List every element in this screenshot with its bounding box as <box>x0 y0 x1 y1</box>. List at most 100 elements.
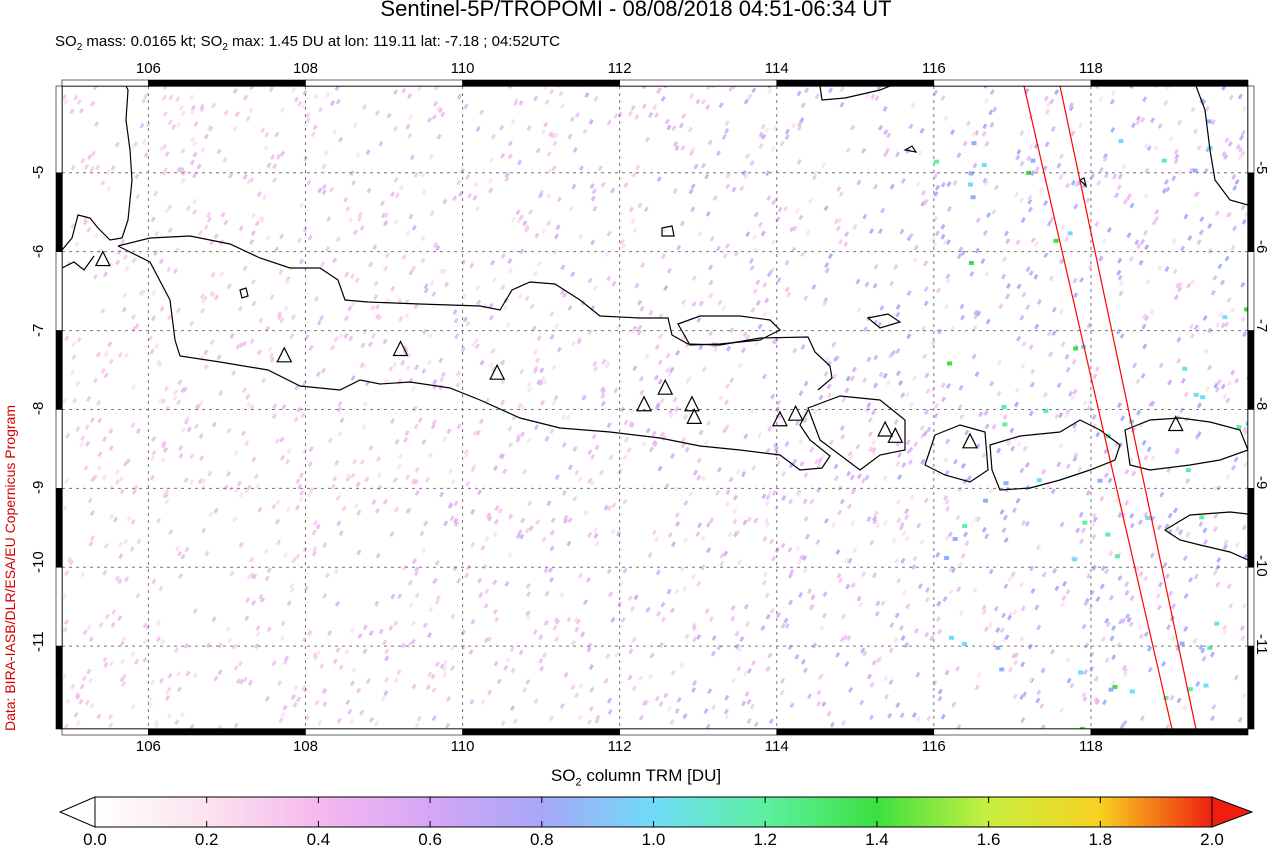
so2-pixel <box>621 243 627 249</box>
so2-pixel <box>721 305 727 311</box>
so2-pixel <box>267 346 273 353</box>
so2-pixel <box>654 536 660 543</box>
so2-pixel <box>1024 462 1031 468</box>
so2-pixel <box>787 546 793 553</box>
so2-pixel <box>405 474 411 481</box>
so2-pixel <box>1117 257 1123 264</box>
so2-pixel <box>490 348 496 355</box>
so2-pixel-field <box>62 86 1248 729</box>
so2-pixel <box>999 508 1005 515</box>
so2-pixel <box>269 294 275 300</box>
so2-pixel <box>956 152 962 159</box>
so2-pixel <box>587 477 593 484</box>
so2-pixel <box>847 557 853 564</box>
so2-pixel <box>729 377 735 384</box>
so2-pixel <box>753 721 759 728</box>
so2-pixel <box>732 494 738 501</box>
so2-pixel <box>890 349 896 356</box>
so2-pixel <box>895 151 901 158</box>
so2-pixel <box>923 300 929 307</box>
so2-pixel <box>157 397 163 404</box>
so2-pixel <box>1026 155 1032 162</box>
so2-pixel <box>572 147 578 153</box>
border-band <box>619 728 778 736</box>
so2-pixel <box>641 441 647 447</box>
so2-pixel <box>673 486 679 492</box>
so2-pixel <box>164 207 170 214</box>
so2-pixel <box>108 358 114 365</box>
so2-pixel <box>1167 512 1173 519</box>
so2-pixel <box>723 399 729 406</box>
so2-pixel <box>872 183 879 190</box>
so2-pixel <box>845 583 851 590</box>
so2-pixel <box>100 308 106 314</box>
so2-pixel <box>175 96 181 103</box>
so2-pixel <box>429 210 435 217</box>
so2-pixel <box>887 712 893 719</box>
so2-pixel <box>308 487 314 493</box>
lat-tick-label: -10 <box>30 551 47 574</box>
so2-pixel <box>465 480 471 487</box>
so2-pixel <box>367 341 373 348</box>
so2-pixel <box>322 701 328 707</box>
so2-pixel <box>104 613 110 620</box>
so2-pixel <box>708 330 714 337</box>
so2-pixel <box>931 236 937 242</box>
so2-pixel <box>149 348 155 355</box>
so2-pixel <box>1028 676 1034 683</box>
border-band <box>1247 85 1255 174</box>
so2-pixel <box>913 441 919 448</box>
so2-pixel <box>149 474 155 481</box>
so2-pixel <box>757 432 763 439</box>
so2-pixel <box>1238 134 1245 141</box>
so2-pixel <box>271 413 277 420</box>
so2-pixel <box>279 635 285 642</box>
so2-pixel <box>724 713 730 720</box>
so2-pixel <box>180 147 186 154</box>
so2-pixel <box>991 208 997 215</box>
so2-pixel <box>1002 414 1008 420</box>
so2-pixel <box>789 568 795 575</box>
so2-pixel-high <box>995 645 1001 650</box>
so2-pixel <box>140 289 146 296</box>
so2-pixel <box>242 676 248 683</box>
so2-pixel <box>1237 716 1243 723</box>
so2-pixel <box>182 386 188 393</box>
so2-pixel <box>1005 438 1011 445</box>
so2-pixel <box>804 533 811 540</box>
so2-pixel <box>823 205 829 212</box>
colorbar-tick-label: 0.6 <box>418 830 442 849</box>
so2-pixel <box>933 172 939 179</box>
so2-pixel <box>428 606 434 613</box>
so2-pixel <box>643 206 649 213</box>
so2-pixel <box>293 684 299 691</box>
so2-pixel <box>231 643 237 650</box>
so2-pixel <box>588 705 594 712</box>
so2-pixel <box>489 157 495 163</box>
so2-pixel <box>1082 669 1088 676</box>
so2-pixel <box>983 410 989 416</box>
so2-pixel <box>526 381 532 388</box>
so2-pixel <box>1212 485 1219 491</box>
so2-pixel <box>541 129 547 135</box>
so2-pixel <box>1118 280 1124 286</box>
so2-pixel <box>237 660 243 667</box>
so2-pixel <box>192 172 198 179</box>
graticule <box>62 86 1248 729</box>
so2-pixel <box>1087 263 1093 270</box>
so2-pixel <box>920 458 926 465</box>
so2-pixel <box>935 551 941 558</box>
so2-pixel <box>848 687 854 693</box>
so2-pixel <box>533 95 539 102</box>
so2-pixel <box>345 699 351 706</box>
so2-pixel <box>1018 197 1024 204</box>
so2-pixel <box>838 191 844 197</box>
so2-pixel <box>539 665 545 672</box>
so2-pixel <box>1171 175 1177 182</box>
so2-pixel <box>1100 565 1106 572</box>
so2-pixel <box>1240 635 1246 642</box>
so2-pixel <box>469 262 475 269</box>
so2-pixel <box>370 333 377 339</box>
so2-pixel <box>1028 270 1034 277</box>
so2-pixel <box>493 518 499 525</box>
